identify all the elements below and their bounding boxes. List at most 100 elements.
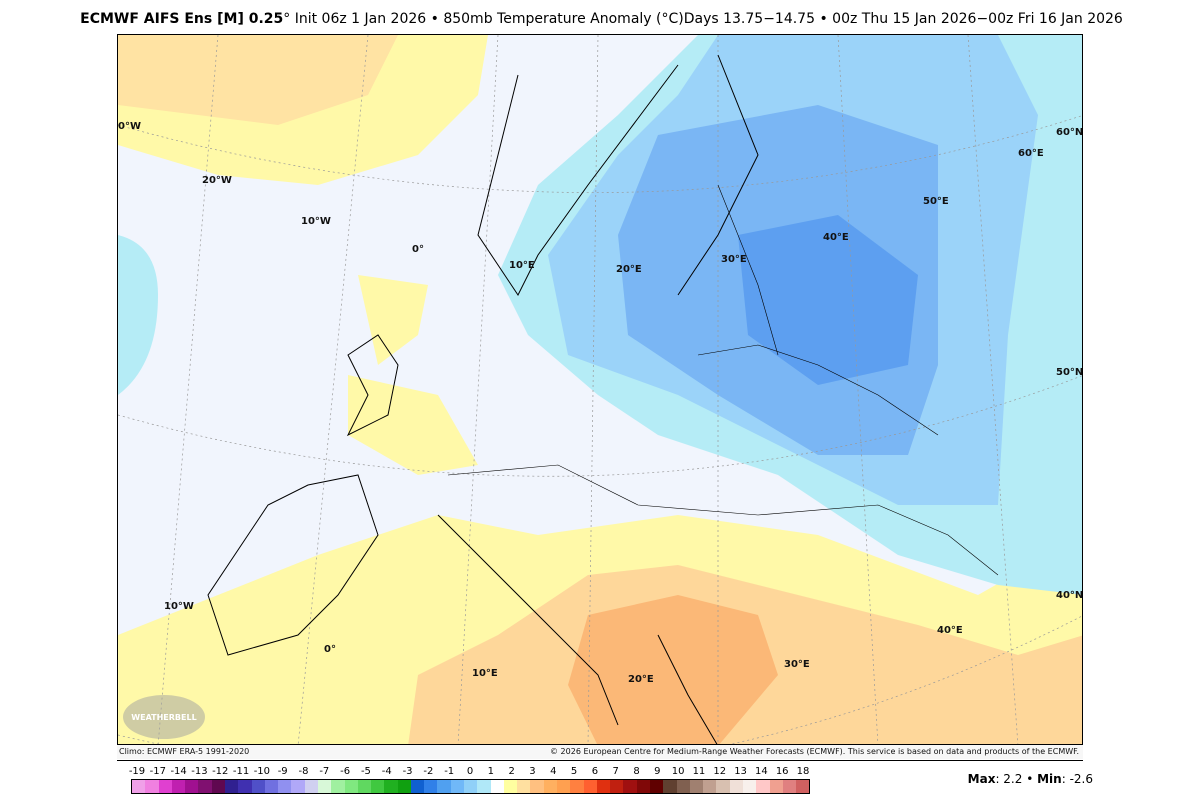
climo-text: Climo: ECMWF ERA-5 1991-2020 <box>119 747 250 756</box>
deg: ° <box>283 11 291 27</box>
colorbar-swatch <box>291 780 305 793</box>
colorbar-swatch <box>742 780 757 793</box>
colorbar-swatch <box>557 780 571 793</box>
warm-anomaly-balkans <box>568 595 778 744</box>
colorbar-label: 6 <box>591 766 599 777</box>
colorbar-swatch <box>583 780 597 793</box>
min-value: -2.6 <box>1069 772 1093 786</box>
credits-bar: Climo: ECMWF ERA-5 1991-2020 © 2026 Euro… <box>117 745 1083 759</box>
map-title: ECMWF AIFS Ens [M] 0.25° Init 06z 1 Jan … <box>0 11 1203 27</box>
grid-label: 40°E <box>937 625 963 636</box>
colorbar-label: 8 <box>633 766 640 777</box>
colorbar-swatch <box>211 780 225 793</box>
colorbar-swatch <box>543 780 557 793</box>
colorbar-swatch <box>437 780 451 793</box>
colorbar-swatch <box>703 780 717 793</box>
cold-anomaly-atlantic <box>118 235 158 395</box>
colorbar-swatch <box>716 780 730 793</box>
colorbar-swatch <box>676 780 690 793</box>
colorbar-swatch <box>729 780 743 793</box>
colorbar-swatch <box>344 780 358 793</box>
colorbar-label: 0 <box>466 766 474 777</box>
colorbar-swatch <box>278 780 292 793</box>
colorbar-swatch <box>570 780 584 793</box>
colorbar-label: -14 <box>170 766 187 777</box>
map-shading <box>118 35 1082 744</box>
colorbar-label: 4 <box>550 766 557 777</box>
colorbar-swatch <box>132 780 146 793</box>
colorbar-label: 11 <box>692 766 706 777</box>
colorbar-swatch <box>517 780 531 793</box>
graticule <box>118 35 1082 744</box>
colorbar-label: 3 <box>529 766 536 777</box>
colorbar-label: 10 <box>671 766 685 777</box>
colorbar-label: -4 <box>381 766 392 777</box>
colorbar-swatch <box>384 780 398 793</box>
colorbar-swatch <box>304 780 318 793</box>
colorbar-swatch <box>171 780 186 793</box>
colorbar-swatch <box>610 780 624 793</box>
warm-anomaly-north-atlantic-core <box>118 35 398 125</box>
colorbar-swatch <box>649 780 664 793</box>
colorbar-swatch <box>756 780 770 793</box>
grid-label: 40°E <box>823 232 849 243</box>
colorbar-label: 13 <box>734 766 747 777</box>
colorbar-swatch <box>264 780 279 793</box>
grid-label: 20°E <box>628 674 654 685</box>
title-details: Init 06z 1 Jan 2026 • 850mb Temperature … <box>290 11 1123 27</box>
cold-anomaly-core <box>738 215 918 385</box>
colorbar-swatch <box>623 780 637 793</box>
grid-label: 50°E <box>923 196 949 207</box>
max-label: Max <box>967 772 996 786</box>
colorbar-swatch <box>185 780 199 793</box>
colorbar-swatch <box>636 780 650 793</box>
colorbar-swatch <box>251 780 265 793</box>
colorbar-label: 16 <box>775 766 789 777</box>
grid-label: 60°E <box>1018 148 1044 159</box>
colorbar-swatch <box>145 780 159 793</box>
min-label: Min <box>1037 772 1062 786</box>
colorbar-swatch <box>477 780 491 793</box>
grid-label: 10°W <box>301 216 331 227</box>
colorbar-swatch <box>224 780 239 793</box>
colorbar-label: -6 <box>340 766 351 777</box>
grid-label: 40°N <box>1056 590 1083 601</box>
colorbar-label: 7 <box>612 766 619 777</box>
borders <box>447 184 999 576</box>
colorbar-label: -2 <box>423 766 434 777</box>
colorbar-label: -9 <box>277 766 288 777</box>
colorbar-swatch <box>331 780 345 793</box>
divider <box>117 760 1083 761</box>
grid-label: 20°E <box>616 264 642 275</box>
colorbar-label: -8 <box>298 766 309 777</box>
colorbar-swatch <box>371 780 385 793</box>
max-value: 2.2 <box>1003 772 1023 786</box>
grid-label: 10°W <box>164 601 194 612</box>
colorbar-swatch <box>450 780 465 793</box>
colorbar-label: -13 <box>191 766 208 777</box>
colorbar-swatch <box>503 780 518 793</box>
colorbar-labels: -19 -17 -14 -13 -12 -11 -10 -9 -8 -7 -6 -5 -4 -3 -2 -1 0… <box>128 766 810 778</box>
colorbar-swatch <box>663 780 677 793</box>
colorbar-swatch <box>158 780 172 793</box>
colorbar-label: -19 <box>128 766 146 777</box>
colorbar-swatch <box>782 780 797 793</box>
colorbar-label: 12 <box>713 766 727 777</box>
colorbar-label: -3 <box>402 766 413 777</box>
colorbar-label: -12 <box>212 766 229 777</box>
colorbar-label: -17 <box>149 766 166 777</box>
colorbar-label: 18 <box>796 766 810 777</box>
grid-label: 0° <box>324 644 336 655</box>
colorbar-swatch <box>769 780 783 793</box>
grid-label: 30°E <box>721 254 747 265</box>
colorbar-swatch <box>689 780 704 793</box>
max-min-stats: Max: 2.2 • Min: -2.6 <box>967 772 1093 786</box>
colorbar-swatch <box>490 780 504 793</box>
grid-label: 20°W <box>202 175 232 186</box>
colorbar-swatch <box>397 780 411 793</box>
colorbar-swatch <box>410 780 425 793</box>
grid-label: 0° <box>412 244 424 255</box>
weatherbell-logo: WEATHERBELL <box>123 695 205 739</box>
anomaly-map: 0°W 20°W 10°W 0° 10°E 20°E 30°E 40°E 50°… <box>117 34 1083 745</box>
colorbar-label: 5 <box>570 766 578 777</box>
